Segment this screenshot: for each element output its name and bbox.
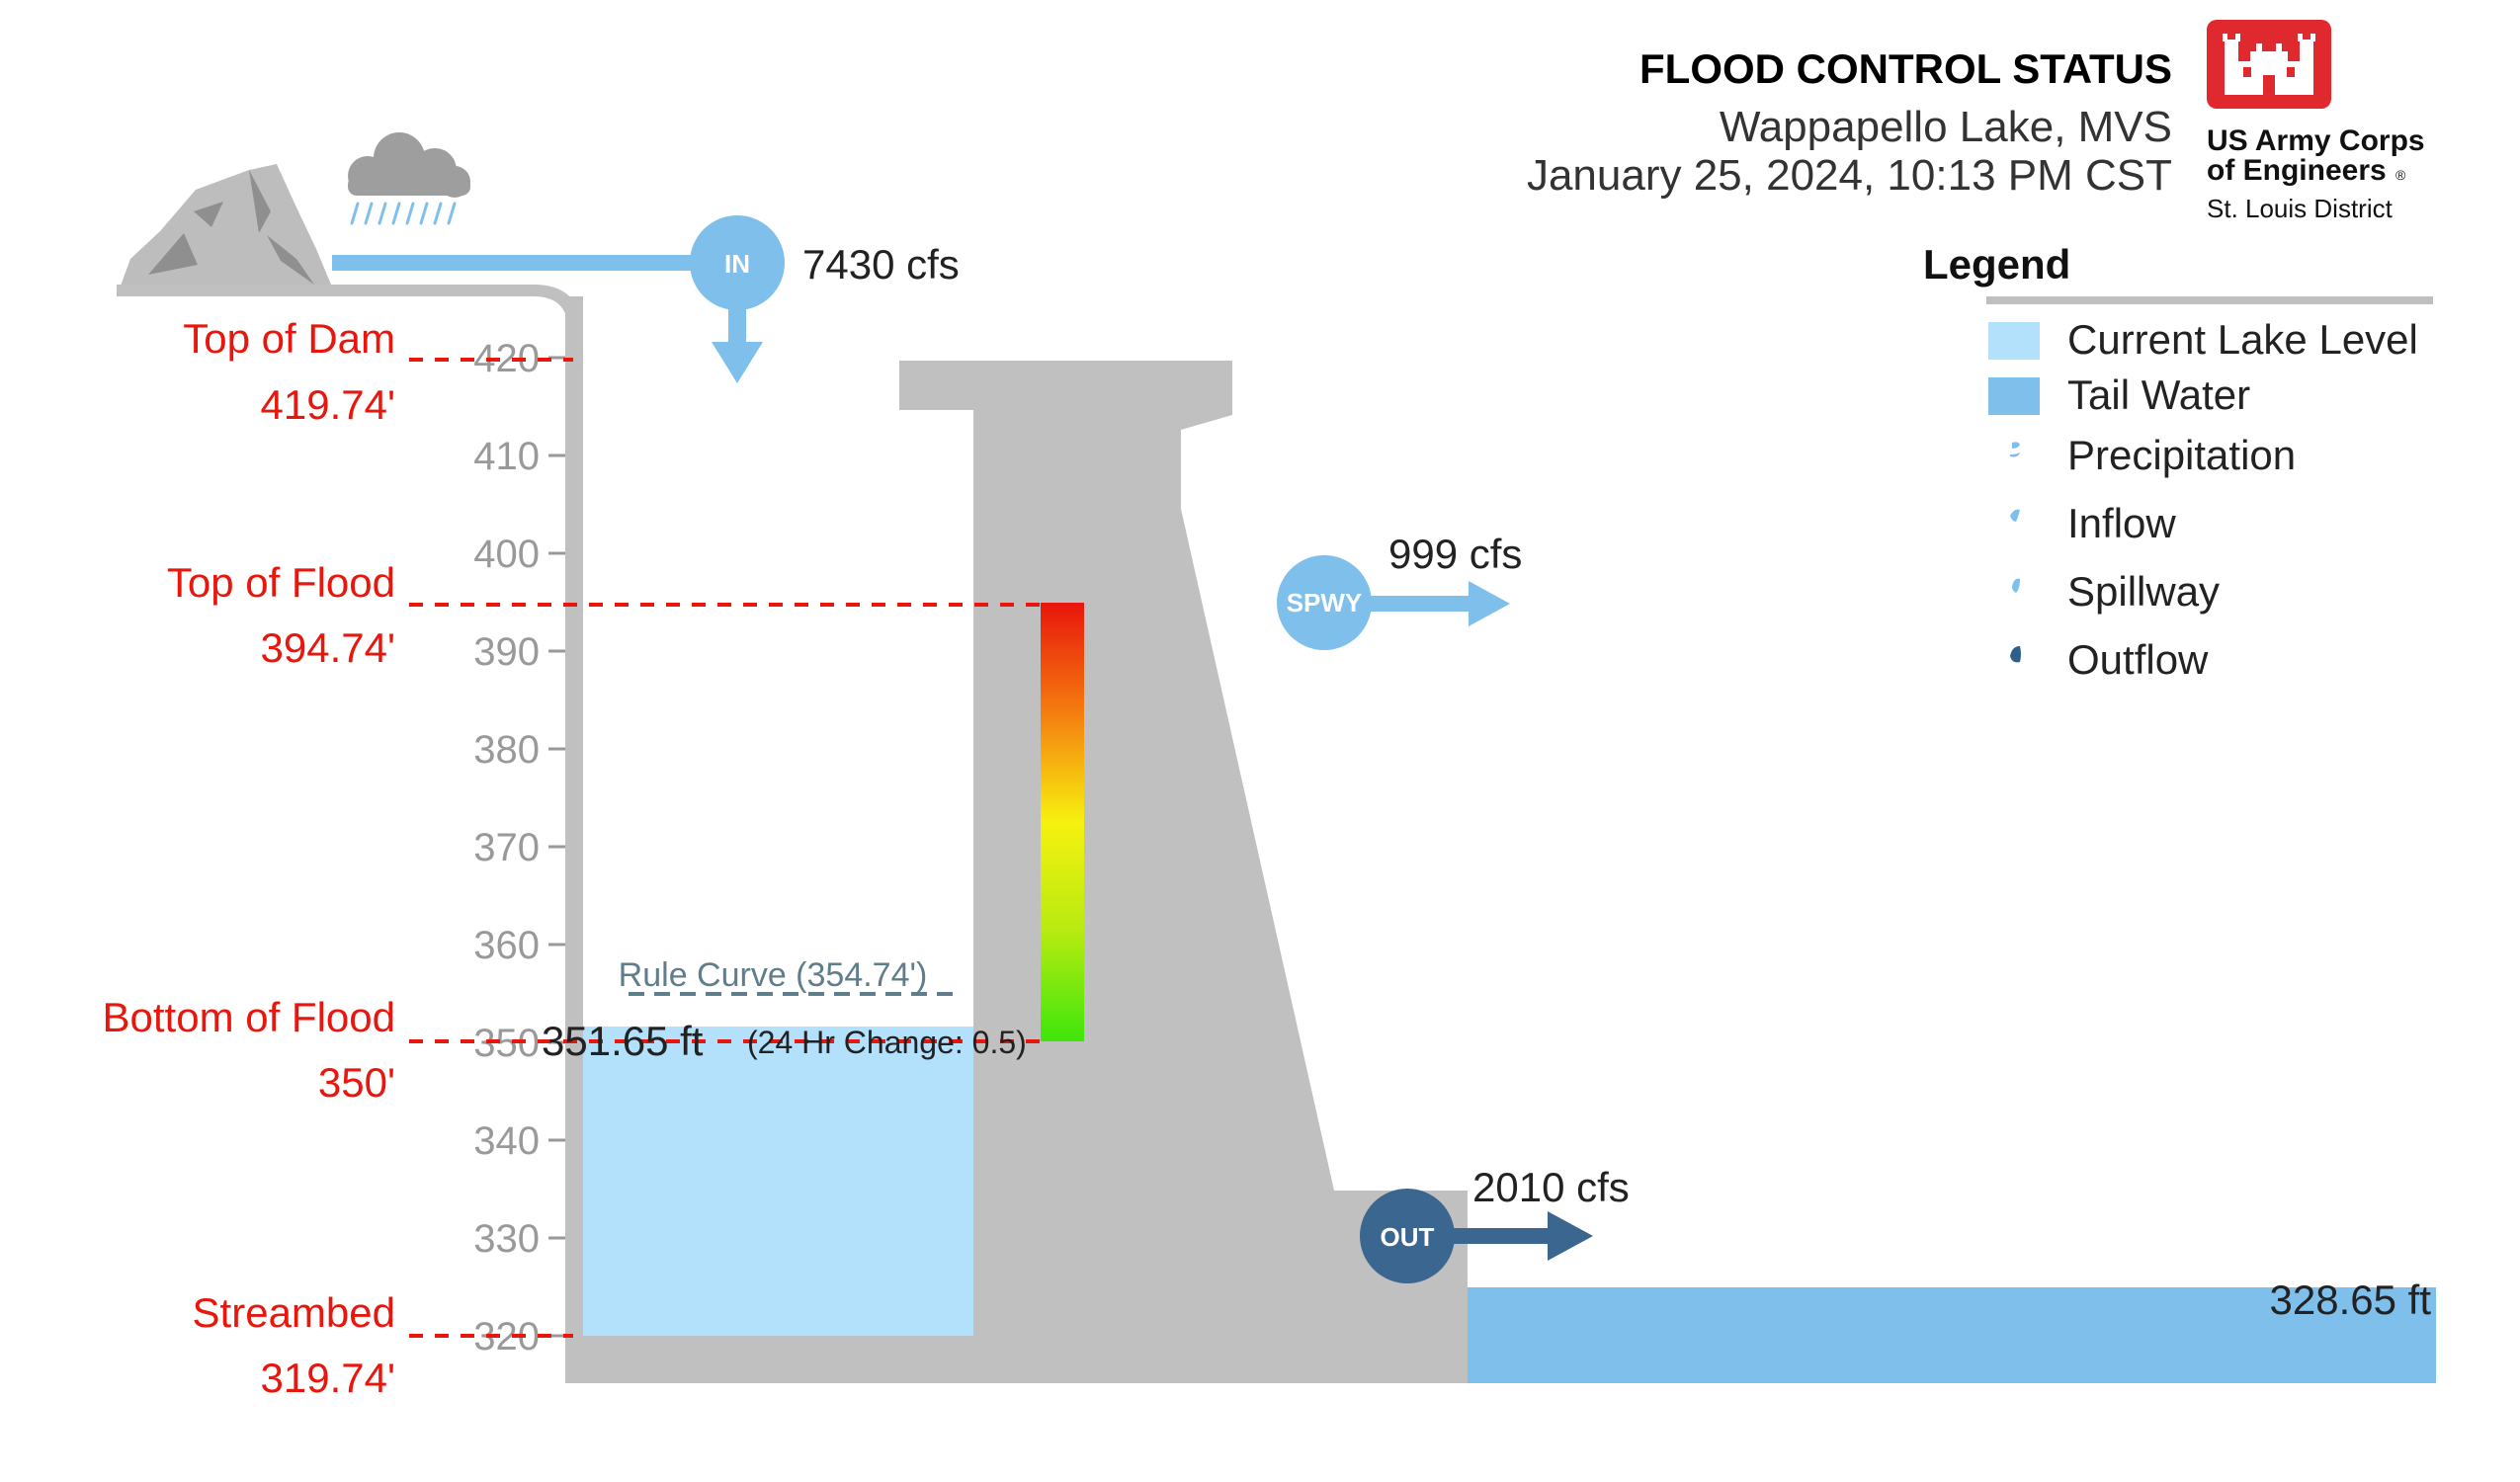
legend-item-label: Spillway — [2067, 568, 2220, 615]
top-of-dam-value: 419.74' — [261, 381, 395, 428]
tail-water — [1468, 1287, 2436, 1383]
location-label: Wappapello Lake, MVS — [1720, 103, 2172, 151]
rain-cloud-icon — [348, 132, 470, 225]
legend-swatch-tailwater — [1988, 377, 2040, 415]
tick-label: 350 — [473, 1022, 540, 1065]
tick-label: 360 — [473, 924, 540, 967]
streambed-value: 319.74' — [261, 1355, 395, 1401]
inflow-indicator: IN 7430 cfs — [690, 215, 960, 383]
spillway-icon — [1277, 555, 1372, 650]
tick-label: 410 — [473, 435, 540, 478]
legend-item-label: Current Lake Level — [2067, 316, 2418, 363]
streambed-label: Streambed — [193, 1289, 395, 1336]
reservoir-wall — [565, 296, 583, 1383]
inflow-icon — [690, 215, 785, 310]
usace-logo: US Army Corps of Engineers ® St. Louis D… — [2207, 20, 2425, 223]
legend-divider — [1986, 296, 2433, 304]
flood-pool-gauge — [1041, 603, 1084, 1041]
outflow-icon — [1360, 1189, 1455, 1283]
tick-label: 390 — [473, 630, 540, 674]
tick-label: 340 — [473, 1119, 540, 1163]
logo-line3: St. Louis District — [2207, 194, 2394, 223]
top-of-flood-value: 394.74' — [261, 624, 395, 671]
spillway-badge: SPWY — [1287, 588, 1363, 618]
inflow-legend-icon — [2010, 509, 2020, 522]
elevation-axis: 420 410 400 390 380 370 360 350 340 330 … — [473, 337, 565, 1358]
dam-structure — [565, 361, 1468, 1383]
spillway-value: 999 cfs — [1388, 531, 1522, 577]
legend-swatch-lake — [1988, 322, 2040, 360]
arrow-right-icon — [1548, 1211, 1593, 1261]
tick-label: 400 — [473, 533, 540, 576]
mountain-icon — [117, 164, 336, 296]
lake-change-label: (24 Hr Change: 0.5) — [747, 1025, 1027, 1060]
logo-line1: US Army Corps — [2207, 124, 2425, 157]
legend-title: Legend — [1923, 241, 2070, 288]
current-lake-level — [583, 1027, 973, 1336]
tick-label: 370 — [473, 826, 540, 869]
lake-level-label: 351.65 ft — [542, 1018, 704, 1064]
legend-item-label: Inflow — [2067, 500, 2176, 546]
tick-label: 320 — [473, 1315, 540, 1358]
precipitation-icon — [2010, 442, 2020, 457]
outflow-value: 2010 cfs — [1472, 1164, 1630, 1210]
rule-curve-label: Rule Curve (354.74') — [619, 956, 928, 994]
legend-item-label: Tail Water — [2067, 371, 2250, 418]
tick-label: 420 — [473, 337, 540, 380]
tick-label: 380 — [473, 728, 540, 772]
arrow-down-icon — [712, 342, 763, 383]
logo-registered-mark: ® — [2395, 167, 2406, 183]
outflow-indicator: OUT 2010 cfs — [1360, 1164, 1630, 1283]
legend: Legend Current Lake Level Tail Water Pre… — [1923, 241, 2433, 683]
outflow-legend-icon — [2010, 646, 2021, 663]
inflow-channel — [332, 255, 702, 271]
inflow-value: 7430 cfs — [802, 241, 960, 288]
legend-item-label: Precipitation — [2067, 432, 2296, 478]
outflow-badge: OUT — [1381, 1222, 1435, 1252]
bottom-of-flood-value: 350' — [318, 1059, 395, 1106]
tick-label: 330 — [473, 1217, 540, 1261]
bottom-of-flood-label: Bottom of Flood — [103, 994, 395, 1040]
top-of-flood-label: Top of Flood — [167, 559, 395, 606]
dam-base — [565, 1336, 1468, 1383]
top-of-dam-label: Top of Dam — [183, 315, 395, 362]
tailwater-level-label: 328.65 ft — [2270, 1276, 2432, 1323]
arrow-right-icon — [1469, 581, 1510, 626]
diagram-title: FLOOD CONTROL STATUS — [1639, 45, 2172, 92]
logo-line2: of Engineers — [2207, 154, 2387, 187]
inflow-badge: IN — [724, 249, 750, 279]
spillway-legend-icon — [2012, 578, 2020, 593]
legend-item-label: Outflow — [2067, 636, 2209, 683]
spillway-indicator: SPWY 999 cfs — [1277, 531, 1522, 650]
datetime-label: January 25, 2024, 10:13 PM CST — [1527, 151, 2172, 200]
